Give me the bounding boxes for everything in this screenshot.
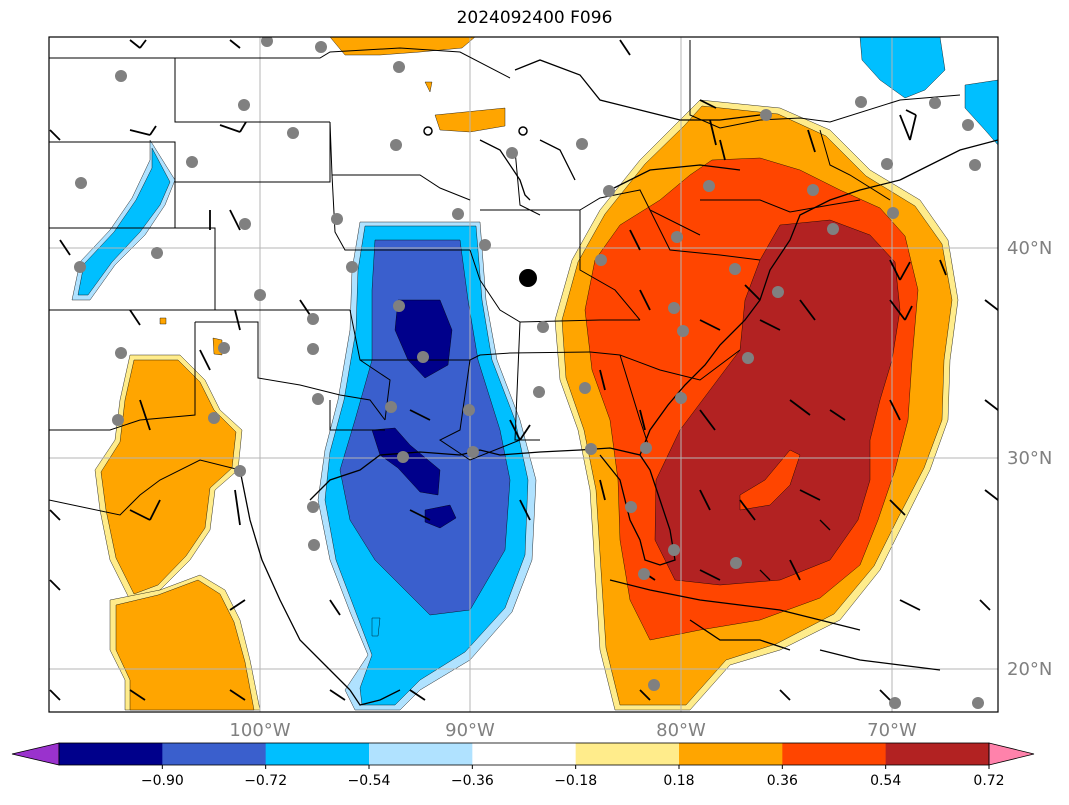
neg-west-contour-0.36 <box>77 147 171 296</box>
colorbar-segment <box>782 743 887 765</box>
highlight-marker <box>519 269 537 287</box>
colorbar-segment <box>162 743 267 765</box>
colorbar-tick-label: 0.72 <box>973 773 1004 789</box>
colorbar-tick-label: 0.54 <box>870 773 901 789</box>
colorbar-tick-label: −0.72 <box>244 773 287 789</box>
pos-north-contour-0.36-a <box>329 37 476 56</box>
colorbar-segment <box>472 743 577 765</box>
positive-anomaly-field <box>94 37 959 711</box>
colorbar-tick-label: −0.90 <box>141 773 184 789</box>
neg-contour-0.72-c <box>424 504 457 529</box>
colorbar-segment <box>265 743 370 765</box>
map-panel <box>49 37 998 712</box>
pos-east-contour-0.72 <box>654 219 901 586</box>
colorbar-extend-high <box>988 742 1035 766</box>
colorbar-tick-label: −0.54 <box>348 773 391 789</box>
station-markers <box>74 37 984 709</box>
colorbar: −0.90 −0.72 −0.54 −0.36 −0.18 0.18 0.36 0.54 0.7… <box>11 742 1035 789</box>
colorbar-segment <box>369 743 473 765</box>
pos-small-contour-c <box>424 81 433 93</box>
pos-sw-contour-0.36 <box>100 359 237 595</box>
lon-label-70w: 70°W <box>867 720 917 741</box>
pos-east-inner-0.54-channel <box>739 449 801 511</box>
pos-sw2-contour-0.36 <box>115 579 255 711</box>
colorbar-segment <box>59 743 163 765</box>
colorbar-segment <box>885 743 990 765</box>
neg-gulf-contour-0.36 <box>371 617 381 637</box>
graticule <box>49 37 998 712</box>
pos-small-contour-b <box>159 317 167 325</box>
lat-label-40n: 40°N <box>1007 238 1052 259</box>
colorbar-segment <box>679 743 783 765</box>
neg-contour-0.72-a <box>394 299 453 379</box>
borders <box>49 40 961 516</box>
lon-label-80w: 80°W <box>656 720 706 741</box>
neg-ne-contour-0.36-b <box>964 79 998 146</box>
lon-label-90w: 90°W <box>445 720 495 741</box>
negative-anomaly-field <box>71 37 998 711</box>
colorbar-tick-label: 0.18 <box>663 773 694 789</box>
colorbar-frame <box>58 742 990 766</box>
colorbar-segment <box>575 743 680 765</box>
colorbar-tick-label: 0.36 <box>767 773 798 789</box>
wind-barbs <box>49 39 998 701</box>
colorbar-extend-low <box>11 742 60 766</box>
hollow-markers <box>423 126 528 136</box>
map-frame <box>48 36 999 713</box>
colorbar-tick-label: −0.18 <box>554 773 597 789</box>
neg-ne-contour-0.36-a <box>859 37 946 99</box>
colorbar-tick-label: −0.36 <box>451 773 494 789</box>
lat-label-30n: 30°N <box>1007 448 1052 469</box>
lat-label-20n: 20°N <box>1007 659 1052 680</box>
neg-contour-0.54 <box>339 239 511 616</box>
lon-label-100w: 100°W <box>229 720 290 741</box>
map-title: 2024092400 F096 <box>456 8 613 28</box>
